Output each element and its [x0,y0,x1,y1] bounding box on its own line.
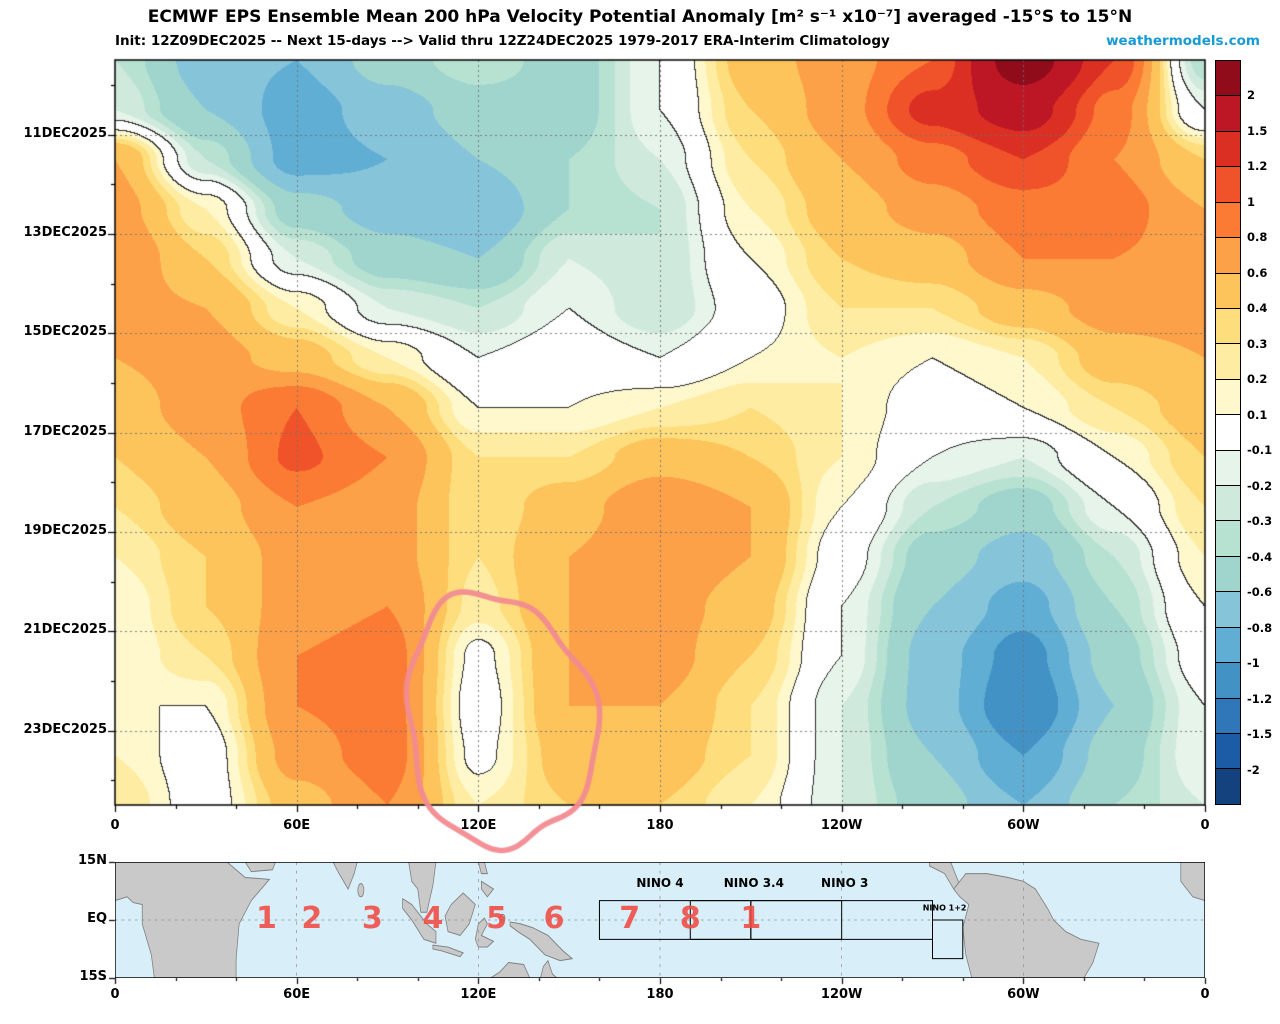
mjo-phase-number: 6 [543,901,565,937]
map-x-tick-label: 60W [1007,987,1040,1002]
y-axis-tick-label: 19DEC2025 [23,522,107,538]
mjo-phase-number: 3 [361,901,383,937]
x-axis-tick-label: 180 [646,818,674,833]
colorbar [1215,60,1241,805]
colorbar-tick-label: -0.4 [1247,549,1273,564]
colorbar-swatch [1216,415,1240,451]
colorbar-swatch [1216,308,1240,345]
x-axis-tick-label: 60W [1007,818,1040,833]
colorbar-tick-label: -0.8 [1247,620,1273,635]
map-x-tick-label: 120E [460,987,497,1002]
mjo-phase-number: 5 [486,901,507,937]
colorbar-swatch [1216,131,1240,168]
chart-subtitle: Init: 12Z09DEC2025 -- Next 15-days --> V… [115,33,890,49]
y-axis-tick-label: 21DEC2025 [23,622,107,638]
colorbar-swatch [1216,450,1240,487]
x-axis-tick-label: 60E [283,818,311,833]
mjo-phase-number: 7 [619,901,641,937]
colorbar-tick-label: 0.4 [1247,301,1268,316]
map-x-tick-label: 120W [820,987,863,1002]
map-x-tick-label: 0 [1200,987,1210,1002]
mjo-phase-number: 2 [301,901,323,937]
mjo-phase-number: 1 [740,901,762,937]
colorbar-tick-label: -1 [1247,656,1260,671]
y-axis-tick-label: 23DEC2025 [23,721,107,737]
colorbar-tick-label: 2 [1247,88,1256,103]
colorbar-tick-label: 0.2 [1247,372,1268,387]
y-axis-tick-label: 17DEC2025 [23,423,107,439]
colorbar-swatch [1216,663,1240,699]
colorbar-swatch [1216,556,1240,593]
weathermodels-link[interactable]: weathermodels.com [1106,33,1260,49]
colorbar-swatch [1216,96,1240,132]
colorbar-swatch [1216,769,1240,804]
chart-title: ECMWF EPS Ensemble Mean 200 hPa Velocity… [147,7,1133,27]
y-axis-tick-label: 15DEC2025 [23,324,107,340]
map-y-tick-label: 15S [79,969,107,984]
colorbar-swatch [1216,627,1240,664]
nino-region-label: NINO 3.4 [723,876,784,891]
colorbar-swatch [1216,486,1240,522]
nino-region-label: NINO 4 [636,876,684,891]
colorbar-swatch [1216,592,1240,628]
mjo-phase-number: 8 [679,901,701,937]
colorbar-tick-label: 1.5 [1247,123,1268,138]
y-axis-tick-label: 13DEC2025 [23,224,107,240]
colorbar-tick-label: 0.6 [1247,265,1268,280]
colorbar-tick-label: 1 [1247,194,1256,209]
colorbar-swatch [1216,521,1240,557]
colorbar-swatch [1216,167,1240,203]
colorbar-swatch [1216,379,1240,416]
map-x-tick-label: 180 [646,987,674,1002]
nino-region-label: NINO 1+2 [922,903,967,913]
x-axis-tick-label: 0 [1200,818,1210,833]
mjo-phase-number: 1 [255,901,277,937]
colorbar-swatch [1216,698,1240,735]
colorbar-tick-label: -1.5 [1247,727,1273,742]
colorbar-tick-label: 0.1 [1247,407,1268,422]
y-axis-tick-label: 11DEC2025 [23,125,107,141]
sri-lanka-shape [357,883,365,898]
nino-region-label: NINO 3 [821,876,869,891]
colorbar-tick-label: -0.6 [1247,585,1273,600]
map-x-tick-label: 0 [110,987,120,1002]
colorbar-tick-label: -0.2 [1247,478,1273,493]
colorbar-tick-label: 0.3 [1247,336,1268,351]
x-axis-tick-label: 120E [460,818,497,833]
colorbar-swatch [1216,344,1240,380]
colorbar-swatch [1216,202,1240,239]
map-y-tick-label: EQ [87,911,107,926]
mjo-phase-number: 4 [422,901,444,937]
colorbar-swatch [1216,238,1240,274]
colorbar-tick-label: -2 [1247,762,1260,777]
map-x-tick-label: 60E [283,987,311,1002]
colorbar-tick-label: -0.1 [1247,443,1273,458]
colorbar-tick-label: 1.2 [1247,159,1268,174]
colorbar-swatch [1216,734,1240,770]
x-axis-tick-label: 0 [110,818,120,833]
x-axis-tick-label: 120W [820,818,863,833]
colorbar-tick-label: -1.2 [1247,691,1273,706]
colorbar-swatch [1216,61,1240,97]
colorbar-tick-label: -0.3 [1247,514,1273,529]
colorbar-tick-label: 0.8 [1247,230,1268,245]
colorbar-swatch [1216,273,1240,309]
map-y-tick-label: 15N [78,853,107,868]
